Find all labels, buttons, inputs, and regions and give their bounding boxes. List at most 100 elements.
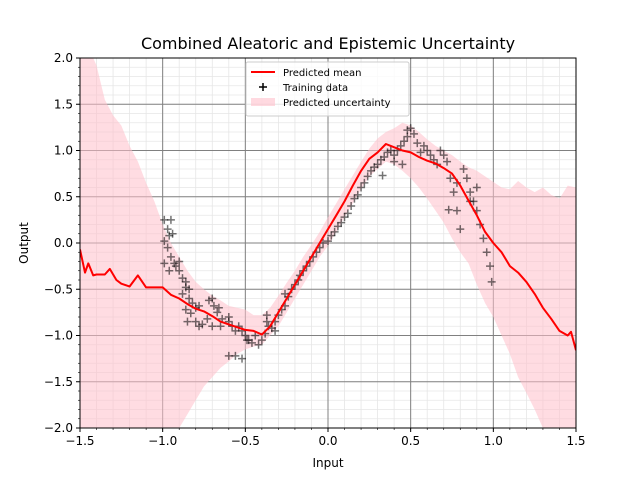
training-data-point — [486, 262, 495, 271]
training-data-point — [324, 237, 332, 246]
training-data-point — [398, 160, 407, 169]
training-data-point — [343, 209, 352, 218]
mean-line-layer — [80, 143, 576, 351]
training-data-point — [178, 289, 187, 298]
training-data-point — [487, 277, 496, 286]
training-data-point — [251, 331, 260, 340]
training-data-point — [183, 317, 192, 326]
training-data-point — [163, 243, 172, 252]
training-data-point — [426, 151, 435, 160]
training-data-point — [216, 322, 225, 331]
training-data-point — [444, 205, 453, 214]
training-data-point — [171, 262, 180, 271]
chart-title: Combined Aleatoric and Epistemic Uncerta… — [141, 34, 515, 53]
training-data-point — [271, 326, 280, 335]
y-tick-label: 0.5 — [54, 190, 73, 204]
training-data-point — [203, 314, 212, 323]
legend-band-label: Predicted uncertainty — [283, 98, 391, 109]
training-data-point — [409, 129, 418, 138]
predicted-mean-line — [80, 143, 576, 351]
x-tick-label: 1.5 — [566, 434, 585, 448]
training-data-point — [446, 174, 455, 183]
training-data-point — [396, 141, 405, 150]
y-tick-label: 0.0 — [54, 236, 73, 250]
training-data-point — [347, 202, 356, 210]
training-data-point — [373, 160, 382, 169]
legend-data-label: Training data — [282, 83, 348, 94]
training-data-point — [208, 294, 217, 303]
training-data-point — [247, 338, 256, 347]
training-data-point — [186, 309, 195, 318]
training-data-point — [165, 266, 174, 275]
x-tick-label: 0.5 — [401, 434, 420, 448]
training-data-point — [360, 178, 369, 187]
legend-band-swatch — [251, 98, 275, 106]
training-data-point — [224, 351, 233, 360]
training-data-point — [380, 152, 389, 161]
training-data-point — [209, 301, 218, 310]
training-data-point — [168, 229, 177, 238]
training-data-point — [185, 285, 194, 294]
training-data-point — [175, 266, 184, 275]
training-data-point — [241, 331, 250, 340]
training-data-point — [166, 252, 175, 261]
training-data-point — [208, 322, 217, 331]
training-data-point — [482, 248, 491, 257]
legend: Predicted mean Training data Predicted u… — [245, 61, 410, 117]
y-tick-label: −1.5 — [44, 375, 73, 389]
training-data-point — [439, 151, 448, 160]
training-data-point — [191, 317, 200, 326]
y-tick-label: 1.5 — [54, 97, 73, 111]
training-data-point — [419, 141, 428, 150]
y-axis-label: Output — [17, 222, 31, 264]
y-tick-label: 2.0 — [54, 51, 73, 65]
training-data-point — [330, 227, 339, 236]
y-tick-label: 1.0 — [54, 144, 73, 158]
training-data-point — [357, 183, 366, 192]
training-data-point — [195, 301, 204, 310]
legend-mean-label: Predicted mean — [283, 68, 361, 79]
y-tick-label: −0.5 — [44, 282, 73, 296]
x-tick-label: −1.0 — [148, 434, 177, 448]
training-data-point — [413, 139, 422, 148]
training-data-point — [479, 234, 488, 243]
training-data-point — [449, 188, 458, 197]
training-data-point — [400, 137, 409, 146]
training-data-point — [403, 126, 412, 135]
x-tick-label: 1.0 — [484, 434, 503, 448]
legend-data-swatch — [259, 83, 267, 91]
training-data-point — [390, 157, 399, 166]
legend-box — [245, 61, 410, 117]
training-data-point — [181, 305, 190, 314]
training-data-point — [472, 183, 481, 192]
training-data-point — [160, 237, 169, 246]
training-data-point — [436, 146, 445, 155]
training-data-point — [214, 303, 223, 312]
y-tick-label: −1.0 — [44, 329, 73, 343]
training-data-point — [257, 336, 266, 345]
x-tick-label: 0.0 — [318, 434, 337, 448]
axis-ticks: −1.5 −1.0 −0.5 0.0 0.5 1.0 1.5−2.0−1.5−1.0−0.5… — [44, 51, 586, 448]
training-data-point — [213, 308, 222, 317]
training-data-point — [353, 190, 362, 199]
training-data-point — [466, 188, 475, 197]
x-axis-label: Input — [312, 456, 343, 470]
training-data-point — [462, 174, 471, 183]
training-data-point — [242, 336, 251, 345]
training-data-point — [198, 320, 207, 329]
y-tick-label: −2.0 — [44, 421, 73, 435]
training-data-point — [337, 218, 346, 227]
training-data-point — [166, 215, 175, 224]
training-data-point — [163, 225, 172, 234]
training-data-point — [416, 148, 425, 157]
training-data-point — [452, 206, 461, 215]
training-data-point — [456, 225, 465, 234]
training-data-point — [459, 165, 468, 173]
training-data-point — [175, 257, 184, 266]
training-data-point — [363, 172, 372, 181]
training-data-point — [160, 259, 169, 268]
training-data-point — [262, 311, 271, 320]
training-data-point — [423, 146, 432, 155]
training-data-point — [238, 354, 247, 363]
